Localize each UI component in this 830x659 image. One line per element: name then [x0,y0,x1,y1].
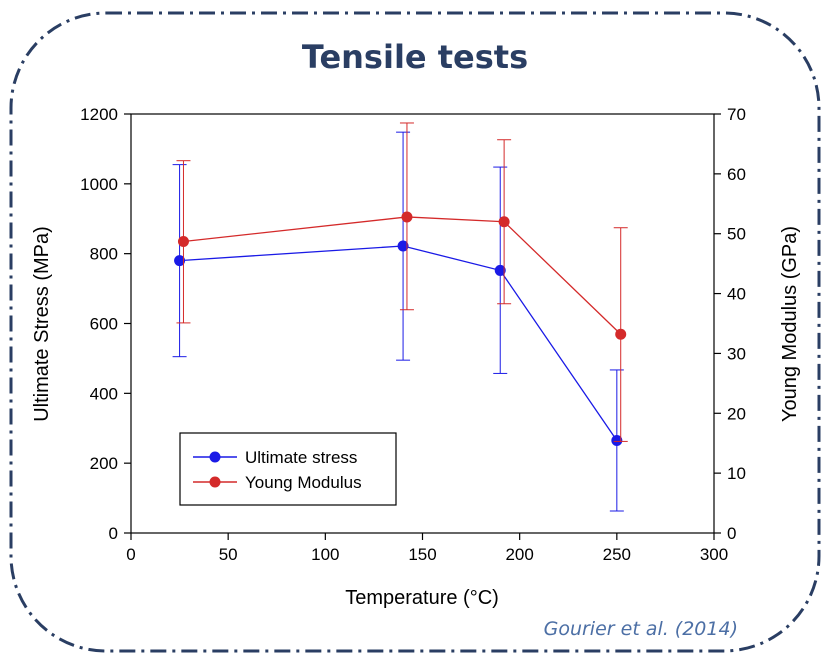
y-axis-label: Ultimate Stress (MPa) [31,226,53,422]
legend-label-young-modulus: Young Modulus [245,473,362,492]
x-tick-label: 200 [505,545,533,564]
ultimate-stress-point [494,264,506,276]
young-modulus-line [183,216,622,335]
legend-marker-young-modulus [209,476,221,488]
young-modulus-point [615,328,627,340]
legend-label-ultimate-stress: Ultimate stress [245,448,357,467]
y2-tick-label: 70 [727,105,746,124]
legend-box [179,432,397,506]
x-tick-label: 100 [311,545,339,564]
y2-tick-label: 60 [727,165,746,184]
x-tick-label: 150 [408,545,436,564]
y-tick-label: 1000 [80,175,118,194]
ultimate-stress-line [179,245,618,441]
y-tick-label: 1200 [80,105,118,124]
y2-tick-label: 10 [727,464,746,483]
young-modulus-point [498,216,510,228]
x-tick-label: 0 [126,545,135,564]
y2-tick-label: 50 [727,225,746,244]
ultimate-stress-point [397,240,409,252]
ultimate-stress-point [611,434,623,446]
slide-title: Tensile tests [301,38,529,76]
y2-tick-label: 20 [727,404,746,423]
y2-tick-label: 40 [727,285,746,304]
y2-tick-label: 30 [727,344,746,363]
y-tick-label: 800 [90,245,118,264]
citation: Gourier et al. (2014) [543,618,738,640]
y-tick-label: 600 [90,315,118,334]
young-modulus-point [177,235,189,247]
ultimate-stress-point [174,255,186,267]
legend: Ultimate stress Young Modulus [179,432,397,506]
y-tick-label: 400 [90,384,118,403]
legend-marker-ultimate-stress [209,451,221,463]
x-tick-label: 300 [700,545,728,564]
x-tick-label: 250 [603,545,631,564]
y-tick-label: 200 [90,454,118,473]
y-tick-label: 0 [109,524,118,543]
y2-tick-label: 0 [727,524,736,543]
y2-axis-label: Young Modulus (GPa) [779,226,801,422]
x-axis-label: Temperature (°C) [345,587,499,609]
young-modulus-point [401,211,413,223]
x-tick-label: 50 [219,545,238,564]
